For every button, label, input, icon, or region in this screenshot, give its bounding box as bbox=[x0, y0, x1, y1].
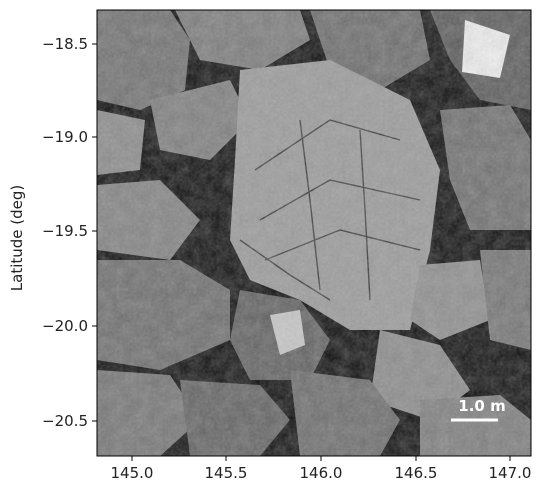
surface-image bbox=[97, 10, 531, 456]
x-tick-label: 146.5 bbox=[395, 464, 438, 482]
x-axis: 145.0 145.5 146.0 146.5 147.0 bbox=[111, 456, 532, 482]
plot-frame bbox=[96, 9, 532, 457]
y-tick-label: −20.5 bbox=[42, 412, 88, 430]
y-axis: −18.5 −19.0 −19.5 −20.0 −20.5 Latitude (… bbox=[8, 35, 97, 430]
y-axis-label: Latitude (deg) bbox=[8, 185, 26, 291]
scale-bar: 1.0 m bbox=[451, 397, 506, 422]
y-tick-label: −19.0 bbox=[42, 128, 88, 146]
x-tick-label: 147.0 bbox=[489, 464, 532, 482]
y-tick-label: −18.5 bbox=[42, 35, 88, 53]
x-tick-label: 145.5 bbox=[205, 464, 248, 482]
scale-bar-label: 1.0 m bbox=[458, 397, 505, 415]
y-tick-label: −19.5 bbox=[42, 222, 88, 240]
x-tick-label: 145.0 bbox=[111, 464, 154, 482]
y-tick-label: −20.0 bbox=[42, 317, 88, 335]
x-tick-label: 146.0 bbox=[300, 464, 343, 482]
